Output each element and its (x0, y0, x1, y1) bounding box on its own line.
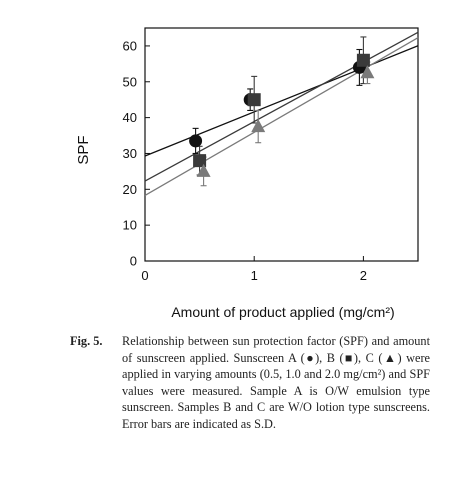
point-triangle (251, 119, 266, 133)
y-tick-label: 60 (123, 38, 137, 53)
y-tick-label: 50 (123, 74, 137, 89)
point-triangle (360, 65, 375, 79)
figure-caption: Fig. 5. Relationship between sun protect… (70, 333, 430, 432)
tick-labels: 0 10 20 30 40 50 60 0 1 2 (123, 38, 367, 283)
figure-caption-text: Relationship between sun protection fact… (122, 334, 430, 431)
y-tick-label: 10 (123, 218, 137, 233)
figure-label: Fig. 5. (70, 334, 103, 348)
x-tick-label: 1 (251, 268, 258, 283)
y-tick-label: 30 (123, 146, 137, 161)
x-tick-label: 2 (360, 268, 367, 283)
fit-line-1 (144, 45, 419, 157)
point-circle (189, 134, 203, 148)
data-points (189, 53, 375, 177)
spf-chart: 0 10 20 30 40 50 60 0 1 2 SPF Amount of product a… (75, 27, 419, 320)
chart-axes (144, 27, 419, 262)
fit-lines (144, 31, 419, 196)
y-tick-label: 20 (123, 182, 137, 197)
fit-line-2 (144, 31, 419, 182)
y-tick-label: 0 (130, 254, 137, 269)
fit-line-3 (144, 37, 419, 196)
point-square (356, 53, 370, 67)
y-tick-label: 40 (123, 110, 137, 125)
y-axis-title: SPF (75, 135, 92, 164)
error-bars (192, 36, 371, 187)
x-axis-title: Amount of product applied (mg/cm²) (171, 304, 394, 320)
x-tick-label: 0 (141, 268, 148, 283)
point-square (193, 154, 207, 168)
plot-frame (144, 27, 419, 262)
point-triangle (196, 163, 211, 177)
point-square (247, 93, 261, 107)
